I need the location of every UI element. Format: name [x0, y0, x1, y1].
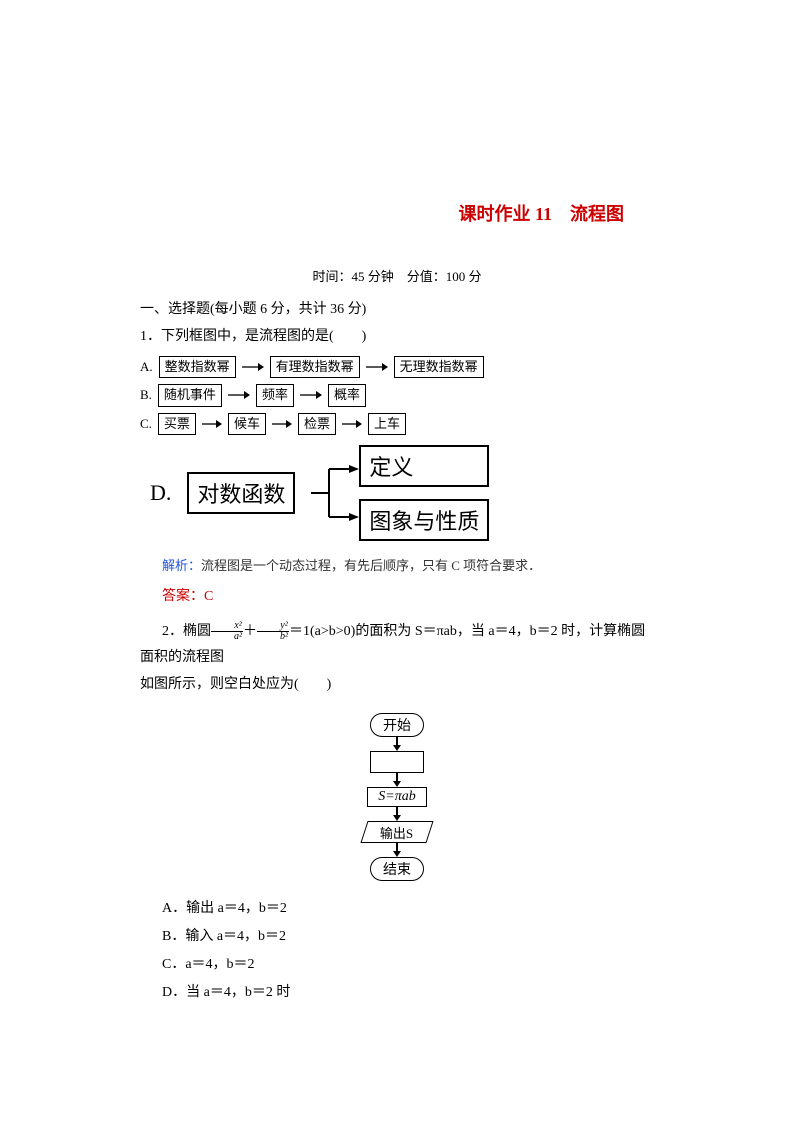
box-d1: 对数函数 — [187, 472, 295, 514]
q1-answer: 答案：C — [162, 585, 654, 605]
q1-option-c: C. 买票 候车 检票 上车 — [140, 413, 654, 435]
box-b1: 随机事件 — [158, 384, 222, 406]
q2-option-b: B．输入 a＝4，b＝2 — [162, 923, 654, 951]
box-b2: 频率 — [256, 384, 294, 406]
analysis-text: 流程图是一个动态过程，有先后顺序，只有 C 项符合要求． — [201, 558, 541, 573]
plus: ＋ — [243, 624, 257, 639]
page-title: 课时作业 11 流程图 — [140, 200, 654, 226]
q2-option-d: D．当 a＝4，b＝2 时 — [162, 979, 654, 1007]
flow-blank — [370, 751, 424, 773]
down-arrow-icon — [393, 843, 401, 857]
fraction-2: y²b² — [257, 621, 289, 642]
option-prefix: B. — [140, 387, 152, 403]
q2-option-c: C．a＝4，b＝2 — [162, 951, 654, 979]
page-container: 课时作业 11 流程图 时间：45 分钟 分值：100 分 一、选择题(每小题 … — [0, 0, 794, 1067]
flow-start: 开始 — [370, 713, 424, 737]
q2-options: A．输出 a＝4，b＝2 B．输入 a＝4，b＝2 C．a＝4，b＝2 D．当 … — [162, 895, 654, 1007]
q2-flowchart: 开始 S=πab 输出S 结束 — [140, 713, 654, 881]
box-d3: 图象与性质 — [359, 499, 489, 541]
q2-prefix: 2．椭圆 — [162, 624, 211, 639]
box-c3: 检票 — [298, 413, 336, 435]
option-prefix: C. — [140, 416, 152, 432]
box-c1: 买票 — [158, 413, 196, 435]
q1-stem: 1．下列框图中，是流程图的是( ) — [140, 324, 654, 351]
box-b3: 概率 — [328, 384, 366, 406]
option-prefix: A. — [140, 359, 153, 375]
time-score: 时间：45 分钟 分值：100 分 — [140, 266, 654, 285]
arrow-icon — [202, 419, 222, 429]
box-a2: 有理数指数幂 — [270, 356, 360, 378]
arrow-icon — [242, 362, 264, 372]
flow-output: 输出S — [360, 821, 433, 843]
box-c4: 上车 — [368, 413, 406, 435]
q1-option-b: B. 随机事件 频率 概率 — [140, 384, 654, 406]
box-a1: 整数指数幂 — [159, 356, 236, 378]
flow-formula: S=πab — [367, 787, 426, 807]
arrow-icon — [228, 390, 250, 400]
box-d2: 定义 — [359, 445, 489, 487]
analysis-label: 解析： — [162, 558, 201, 573]
q1-analysis: 解析：流程图是一个动态过程，有先后顺序，只有 C 项符合要求． — [162, 555, 654, 575]
q1-option-a: A. 整数指数幂 有理数指数幂 无理数指数幂 — [140, 356, 654, 378]
q1-option-d: D. 对数函数 定义 图象与性质 — [150, 445, 654, 541]
section-heading: 一、选择题(每小题 6 分，共计 36 分) — [140, 297, 654, 324]
arrow-icon — [342, 419, 362, 429]
box-a3: 无理数指数幂 — [394, 356, 484, 378]
option-prefix: D. — [150, 480, 171, 506]
flow-end: 结束 — [370, 857, 424, 881]
arrow-icon — [272, 419, 292, 429]
box-c2: 候车 — [228, 413, 266, 435]
fraction-1: x²a² — [211, 621, 243, 642]
down-arrow-icon — [393, 773, 401, 787]
q2-stem-line2: 如图所示，则空白处应为( ) — [140, 672, 654, 699]
q2-option-a: A．输出 a＝4，b＝2 — [162, 895, 654, 923]
arrow-icon — [300, 390, 322, 400]
down-arrow-icon — [393, 807, 401, 821]
arrow-icon — [366, 362, 388, 372]
branch-icon — [311, 455, 359, 531]
d-branch-connector: 定义 图象与性质 — [311, 445, 489, 541]
down-arrow-icon — [393, 737, 401, 751]
q2-stem: 2．椭圆x²a²＋y²b²＝1(a>b>0)的面积为 S＝πab，当 a＝4，b… — [140, 619, 654, 672]
